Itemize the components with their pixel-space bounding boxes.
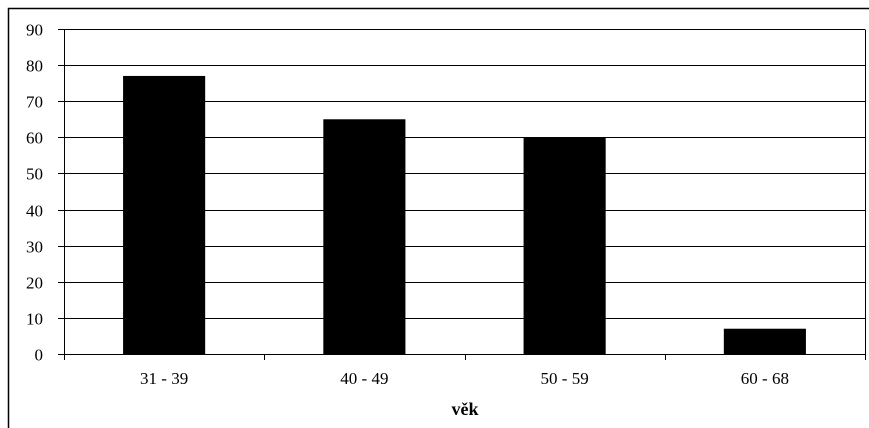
y-tick-label: 90	[26, 21, 43, 40]
y-tick-label: 40	[26, 202, 43, 221]
x-tick-labels: 31 - 39 40 - 49 50 - 59 60 - 68	[140, 369, 789, 388]
y-tick-label: 70	[26, 93, 43, 112]
y-tick-label: 60	[26, 129, 43, 148]
bars	[123, 75, 806, 355]
y-tick-label: 80	[26, 57, 43, 76]
bar	[523, 137, 606, 354]
x-tick-label: 40 - 49	[340, 369, 388, 388]
y-tick-label: 0	[35, 346, 44, 365]
y-tick-label: 10	[26, 310, 43, 329]
x-axis-title: věk	[452, 399, 479, 419]
axes	[58, 29, 866, 360]
y-tick-label: 30	[26, 238, 43, 257]
y-tick-label: 20	[26, 274, 43, 293]
bar	[123, 75, 206, 354]
y-tick-labels: 0 10 20 30 40 50 60 70 80 90	[26, 21, 43, 365]
bar	[323, 119, 406, 355]
x-tick-label: 31 - 39	[140, 369, 188, 388]
y-tick-label: 50	[26, 165, 43, 184]
x-tick-label: 50 - 59	[541, 369, 589, 388]
x-tick-label: 60 - 68	[741, 369, 789, 388]
bar	[723, 328, 806, 354]
